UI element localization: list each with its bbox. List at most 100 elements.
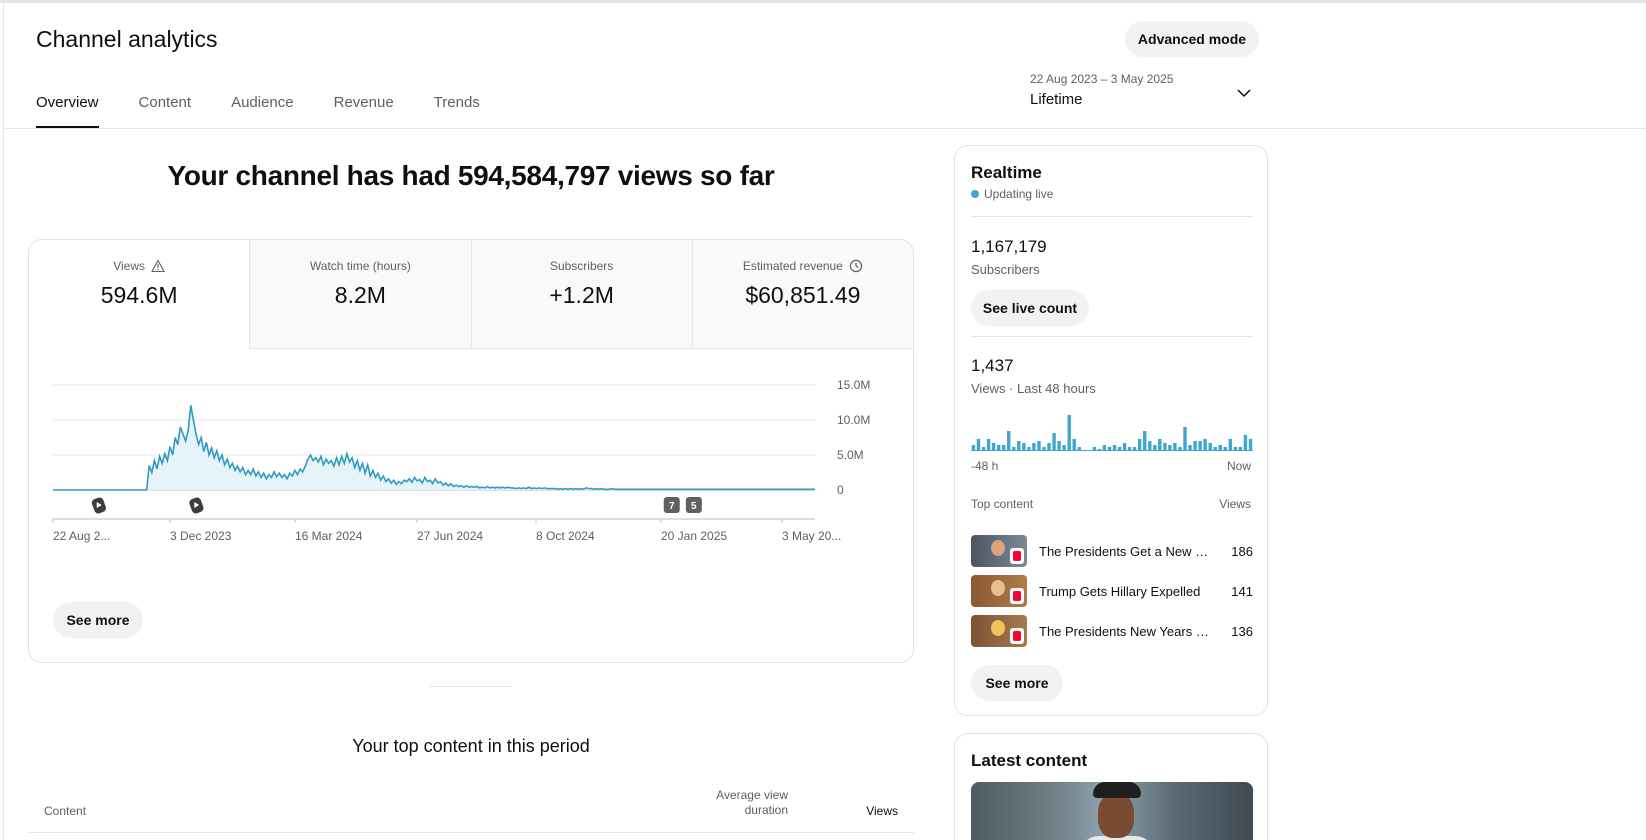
- realtime-bar[interactable]: [1143, 431, 1147, 451]
- realtime-bar[interactable]: [976, 439, 981, 451]
- realtime-views-bar-chart[interactable]: [971, 411, 1253, 451]
- realtime-bar[interactable]: [1228, 439, 1232, 451]
- realtime-bar[interactable]: [1148, 441, 1152, 451]
- shorts-marker-icon[interactable]: [188, 496, 204, 514]
- column-header-avg-duration[interactable]: Average view duration: [700, 788, 788, 818]
- realtime-bar[interactable]: [1062, 445, 1066, 451]
- realtime-bar[interactable]: [1132, 447, 1137, 451]
- column-header-content[interactable]: Content: [44, 804, 87, 818]
- realtime-bar[interactable]: [1057, 441, 1061, 451]
- tab-revenue[interactable]: Revenue: [333, 94, 394, 111]
- realtime-bar[interactable]: [1077, 447, 1081, 451]
- realtime-bar[interactable]: [1007, 431, 1011, 451]
- realtime-bar[interactable]: [1188, 445, 1192, 451]
- realtime-bar[interactable]: [1032, 443, 1036, 451]
- views-chart[interactable]: 15.0M 10.0M 5.0M 0 7 5 22 Aug 2... 3 Dec 2023 16…: [29, 349, 914, 589]
- realtime-bar[interactable]: [1087, 450, 1091, 451]
- shorts-marker-icon[interactable]: [91, 496, 107, 514]
- metric-subscribers-label: Subscribers: [549, 259, 614, 273]
- realtime-bar[interactable]: [1072, 439, 1076, 451]
- realtime-bar[interactable]: [1067, 415, 1071, 451]
- realtime-bar[interactable]: [1117, 447, 1122, 451]
- realtime-bar[interactable]: [1223, 447, 1227, 451]
- see-more-button[interactable]: See more: [53, 602, 143, 638]
- realtime-bar[interactable]: [1183, 427, 1187, 451]
- list-item[interactable]: The Presidents Get a New Home 186: [971, 535, 1253, 567]
- realtime-bar[interactable]: [1178, 447, 1182, 451]
- realtime-bar[interactable]: [1193, 441, 1197, 451]
- list-item[interactable]: The Presidents New Years Party 136: [971, 615, 1253, 647]
- marker-count-label: 7: [669, 501, 675, 512]
- metric-views-label-row: Views: [29, 258, 249, 274]
- realtime-bar[interactable]: [1218, 445, 1222, 451]
- column-header-views[interactable]: Views: [866, 804, 898, 818]
- realtime-bar[interactable]: [991, 443, 996, 451]
- realtime-bar[interactable]: [1163, 443, 1167, 451]
- realtime-bar[interactable]: [1112, 445, 1117, 451]
- realtime-bar[interactable]: [1168, 445, 1172, 451]
- realtime-bar[interactable]: [1012, 447, 1016, 451]
- see-live-count-button[interactable]: See live count: [971, 290, 1089, 326]
- realtime-bar[interactable]: [1107, 447, 1112, 451]
- latest-video-thumbnail[interactable]: [971, 782, 1253, 840]
- realtime-divider: [971, 336, 1253, 337]
- date-range-picker[interactable]: 22 Aug 2023 – 3 May 2025 Lifetime: [1030, 72, 1270, 118]
- realtime-bar[interactable]: [1102, 445, 1107, 451]
- realtime-bar[interactable]: [1082, 450, 1086, 451]
- thumbnail-figure: [991, 620, 1005, 636]
- clock-icon[interactable]: [849, 259, 863, 273]
- realtime-bar[interactable]: [971, 445, 976, 451]
- metric-subscribers[interactable]: Subscribers +1.2M: [470, 240, 692, 349]
- x-tick-label: 3 May 20...: [782, 529, 841, 543]
- column-header-avg-line1: Average view: [716, 788, 788, 802]
- realtime-bar[interactable]: [1208, 443, 1212, 451]
- marker-count-label: 5: [691, 501, 697, 512]
- realtime-bar[interactable]: [1097, 449, 1102, 451]
- realtime-bar[interactable]: [1233, 447, 1238, 451]
- realtime-bar[interactable]: [1037, 441, 1041, 451]
- realtime-bar[interactable]: [981, 447, 986, 451]
- list-item[interactable]: Trump Gets Hillary Expelled 141: [971, 575, 1253, 607]
- realtime-bar[interactable]: [1213, 447, 1217, 451]
- advanced-mode-button[interactable]: Advanced mode: [1125, 21, 1259, 57]
- realtime-bar[interactable]: [1238, 447, 1243, 451]
- metric-watch-time[interactable]: Watch time (hours) 8.2M: [249, 240, 471, 349]
- live-dot-icon: [971, 190, 979, 198]
- realtime-bar[interactable]: [1047, 443, 1051, 451]
- realtime-bar[interactable]: [1173, 443, 1177, 451]
- publish-count-marker[interactable]: 7: [663, 497, 680, 513]
- metric-views[interactable]: Views 594.6M: [29, 240, 250, 349]
- realtime-bar[interactable]: [1248, 439, 1253, 451]
- realtime-bar[interactable]: [1022, 443, 1026, 451]
- y-tick-label: 0: [837, 483, 844, 497]
- realtime-see-more-button[interactable]: See more: [971, 665, 1063, 701]
- header-divider: [3, 128, 1646, 129]
- realtime-bar[interactable]: [1203, 439, 1207, 451]
- realtime-bar[interactable]: [1122, 443, 1127, 451]
- realtime-bar[interactable]: [986, 439, 991, 451]
- warning-icon[interactable]: [151, 259, 165, 273]
- realtime-axis-end: Now: [1226, 459, 1251, 473]
- column-header-avg-line2: duration: [744, 803, 788, 817]
- realtime-bar[interactable]: [1002, 445, 1006, 451]
- realtime-bar[interactable]: [1243, 435, 1248, 451]
- tab-overview[interactable]: Overview: [36, 82, 99, 128]
- realtime-bar[interactable]: [1138, 439, 1142, 451]
- realtime-bar[interactable]: [1027, 447, 1031, 451]
- top-content-views: 136: [1231, 623, 1253, 639]
- tab-content[interactable]: Content: [138, 94, 192, 111]
- metric-revenue[interactable]: Estimated revenue $60,851.49: [691, 240, 913, 349]
- realtime-bar[interactable]: [1127, 447, 1132, 451]
- realtime-bar[interactable]: [1158, 439, 1162, 451]
- realtime-bar[interactable]: [1092, 447, 1097, 451]
- realtime-bar[interactable]: [1052, 433, 1056, 451]
- realtime-bar[interactable]: [1198, 441, 1202, 451]
- realtime-bar[interactable]: [1017, 441, 1021, 451]
- publish-count-marker[interactable]: 5: [685, 497, 702, 513]
- views-series-area: [53, 405, 815, 490]
- realtime-bar[interactable]: [1153, 445, 1157, 451]
- realtime-bar[interactable]: [1042, 447, 1046, 451]
- tab-trends[interactable]: Trends: [433, 94, 480, 111]
- tab-audience[interactable]: Audience: [231, 94, 294, 111]
- realtime-bar[interactable]: [997, 445, 1001, 451]
